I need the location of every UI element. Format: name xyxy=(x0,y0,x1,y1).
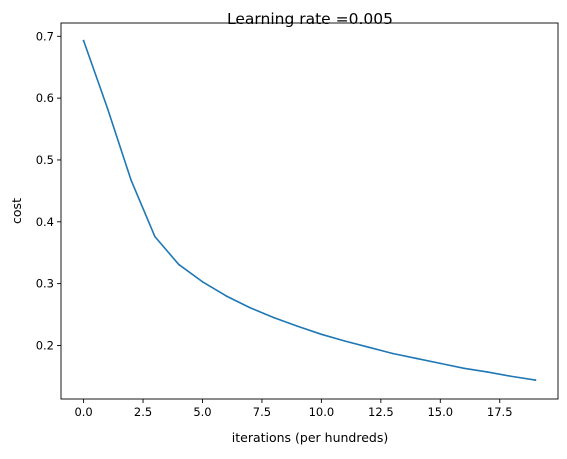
x-tick-label: 10.0 xyxy=(309,405,335,419)
data-point xyxy=(487,371,489,373)
y-tick-label: 0.4 xyxy=(36,215,54,229)
data-point xyxy=(106,107,109,109)
x-axis-ticks: 0.0 2.5 5.0 7.5 10.0 12.5 15.0 17.5 xyxy=(74,399,513,419)
x-tick-label: 2.5 xyxy=(134,405,152,419)
series-line xyxy=(82,39,537,381)
data-point xyxy=(368,346,370,349)
chart-title: Learning rate =0.005 xyxy=(227,10,393,28)
series-layer xyxy=(82,39,537,381)
data-point xyxy=(130,179,132,182)
data-point xyxy=(391,352,394,355)
data-point xyxy=(296,325,299,328)
data-point xyxy=(463,367,465,370)
y-tick-label: 0.5 xyxy=(36,153,54,167)
y-tick-label: 0.6 xyxy=(36,91,54,105)
data-point xyxy=(510,375,513,378)
plot-area-frame xyxy=(60,22,559,400)
x-axis-label: iterations (per hundreds) xyxy=(232,430,389,445)
data-point xyxy=(320,333,323,336)
data-point xyxy=(344,340,346,342)
x-tick-label: 12.5 xyxy=(368,405,394,419)
data-point xyxy=(177,263,180,266)
data-point xyxy=(154,235,156,238)
x-tick-label: 15.0 xyxy=(427,405,453,419)
data-point xyxy=(225,295,228,297)
y-tick-label: 0.3 xyxy=(36,277,54,291)
y-axis-label: cost xyxy=(9,198,24,224)
data-point xyxy=(534,379,537,381)
data-point xyxy=(415,357,418,360)
x-tick-label: 0.0 xyxy=(74,405,92,419)
data-point xyxy=(201,280,204,283)
data-point xyxy=(249,306,251,309)
x-tick-label: 17.5 xyxy=(487,405,513,419)
x-tick-label: 5.0 xyxy=(193,405,211,419)
x-tick-label: 7.5 xyxy=(253,405,271,419)
data-point xyxy=(439,362,442,365)
y-axis-ticks: 0.2 0.3 0.4 0.5 0.6 0.7 xyxy=(36,29,61,352)
y-tick-label: 0.7 xyxy=(36,29,54,43)
y-tick-label: 0.2 xyxy=(36,338,54,352)
data-point xyxy=(82,39,85,42)
data-point xyxy=(273,316,275,319)
